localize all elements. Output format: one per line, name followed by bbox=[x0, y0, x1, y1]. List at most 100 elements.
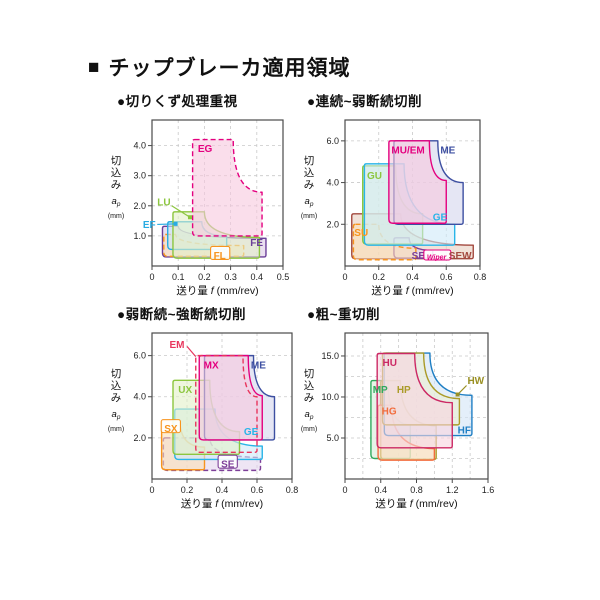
label-mx: MX bbox=[204, 360, 219, 371]
x-tick-label: 0.3 bbox=[224, 272, 237, 282]
y-tick-label: 15.0 bbox=[321, 351, 339, 361]
svg-text:込: 込 bbox=[111, 380, 122, 392]
label-mu-em: MU/EM bbox=[391, 146, 424, 157]
regions bbox=[161, 138, 267, 259]
y-axis-title: 切込み ap (mm) bbox=[108, 368, 124, 433]
svg-text:込: 込 bbox=[304, 167, 315, 179]
label-hf: HF bbox=[458, 425, 471, 436]
x-tick-label: 0.4 bbox=[406, 272, 419, 282]
chart2-subtitle: ●連続~弱断続切削 bbox=[307, 94, 423, 109]
chart4-subtitle: ●粗~重切削 bbox=[307, 307, 381, 322]
leader-line-ef bbox=[157, 223, 176, 226]
x-tick-label: 0.4 bbox=[216, 485, 229, 495]
svg-text:ap: ap bbox=[112, 409, 121, 421]
title-square-bullet: ■ bbox=[88, 56, 101, 78]
label-box-se bbox=[217, 454, 238, 469]
label-fl: FL bbox=[214, 251, 226, 262]
y-tick-label: 10.0 bbox=[321, 392, 339, 402]
x-axis-title: 送り量 f (mm/rev) bbox=[375, 497, 457, 510]
leader-line-em bbox=[186, 345, 197, 358]
svg-text:み: み bbox=[111, 392, 122, 404]
label-ge: GE bbox=[433, 212, 448, 223]
x-tick-label: 0 bbox=[342, 485, 347, 495]
leader-marker bbox=[187, 215, 192, 220]
label-box-fl bbox=[210, 245, 231, 261]
plot-frame bbox=[151, 119, 284, 267]
x-tick-label: 0.5 bbox=[277, 272, 290, 282]
y-tick-label: 5.0 bbox=[326, 433, 339, 443]
svg-text:(mm): (mm) bbox=[301, 426, 317, 433]
y-tick-label: 4.0 bbox=[133, 392, 146, 402]
y-tick-label: 4.0 bbox=[133, 141, 146, 151]
label-wiper: Wiper bbox=[427, 254, 448, 261]
page-title: ■ チップブレーカ適用領域 bbox=[88, 52, 350, 82]
region-mu-em bbox=[388, 140, 447, 224]
svg-text:切: 切 bbox=[304, 368, 315, 380]
x-tick-label: 0.2 bbox=[198, 272, 211, 282]
region-em bbox=[195, 354, 258, 453]
label-ef: EF bbox=[143, 220, 156, 231]
label-su: SU bbox=[354, 228, 368, 239]
x-tick-label: 0 bbox=[342, 272, 347, 282]
label-fe: FE bbox=[250, 238, 263, 249]
label-eg: EG bbox=[198, 144, 213, 155]
label-hw: HW bbox=[467, 376, 484, 387]
y-tick-label: 1.0 bbox=[133, 231, 146, 241]
x-tick-label: 0.1 bbox=[172, 272, 185, 282]
leader-marker bbox=[173, 221, 178, 226]
label-hg: HG bbox=[382, 406, 397, 417]
label-se: SE bbox=[412, 251, 426, 262]
x-tick-label: 0 bbox=[149, 272, 154, 282]
region-hu bbox=[376, 352, 453, 449]
label-sew: SEW bbox=[449, 251, 472, 262]
label-me: ME bbox=[251, 360, 266, 371]
x-tick-label: 0.6 bbox=[440, 272, 453, 282]
svg-text:み: み bbox=[304, 179, 315, 191]
x-tick-label: 0.8 bbox=[286, 485, 299, 495]
svg-text:切: 切 bbox=[304, 155, 315, 167]
label-lu: LU bbox=[157, 198, 170, 209]
y-axis-title: 切込み ap (mm) bbox=[301, 155, 317, 220]
y-axis-title: 切込み ap (mm) bbox=[108, 155, 124, 220]
label-sx: SX bbox=[164, 424, 178, 435]
label-mp: MP bbox=[373, 385, 388, 396]
y-tick-label: 3.0 bbox=[133, 171, 146, 181]
chart-interrupted-cutting: 0 0.2 0.4 0.6 0.8 2.0 4.0 6.0 EM MX ME UX SX GE SE 送り量 … bbox=[108, 332, 298, 510]
leader-line-lu bbox=[171, 205, 191, 218]
label-hu: HU bbox=[383, 358, 397, 369]
svg-text:(mm): (mm) bbox=[301, 213, 317, 220]
svg-text:(mm): (mm) bbox=[108, 426, 124, 433]
y-axis-title: 切込み ap (mm) bbox=[301, 368, 317, 433]
x-axis-title: 送り量 f (mm/rev) bbox=[181, 497, 263, 510]
y-tick-label: 4.0 bbox=[326, 178, 339, 188]
chart1-subtitle: ●切りくず処理重視 bbox=[117, 94, 238, 109]
axis-ticks: 0 0.4 0.8 1.2 1.6 5.0 10.0 15.0 bbox=[321, 351, 494, 495]
region-eg bbox=[191, 138, 263, 237]
svg-text:(mm): (mm) bbox=[108, 213, 124, 220]
svg-text:ap: ap bbox=[112, 196, 121, 208]
x-tick-label: 0.6 bbox=[251, 485, 264, 495]
x-tick-label: 0.4 bbox=[251, 272, 264, 282]
svg-text:み: み bbox=[111, 179, 122, 191]
region-mx bbox=[198, 354, 263, 441]
axis-ticks: 0 0.2 0.4 0.6 0.8 2.0 4.0 6.0 bbox=[133, 351, 298, 495]
axis-ticks: 0 0.2 0.4 0.6 0.8 2.0 4.0 6.0 bbox=[326, 136, 486, 282]
label-gu: GU bbox=[367, 171, 382, 182]
regions bbox=[160, 354, 276, 472]
label-em: EM bbox=[170, 340, 185, 351]
regions bbox=[351, 140, 474, 261]
y-tick-label: 2.0 bbox=[133, 201, 146, 211]
x-axis-title: 送り量 f (mm/rev) bbox=[371, 284, 453, 297]
svg-text:切: 切 bbox=[111, 155, 122, 167]
x-tick-label: 0.8 bbox=[474, 272, 487, 282]
x-tick-label: 0.2 bbox=[372, 272, 385, 282]
y-tick-label: 6.0 bbox=[133, 351, 146, 361]
x-tick-label: 1.6 bbox=[482, 485, 495, 495]
x-tick-label: 0.8 bbox=[410, 485, 423, 495]
chart3-subtitle: ●弱断続~強断続切削 bbox=[117, 307, 247, 322]
svg-text:込: 込 bbox=[304, 380, 315, 392]
svg-text:ap: ap bbox=[305, 409, 314, 421]
